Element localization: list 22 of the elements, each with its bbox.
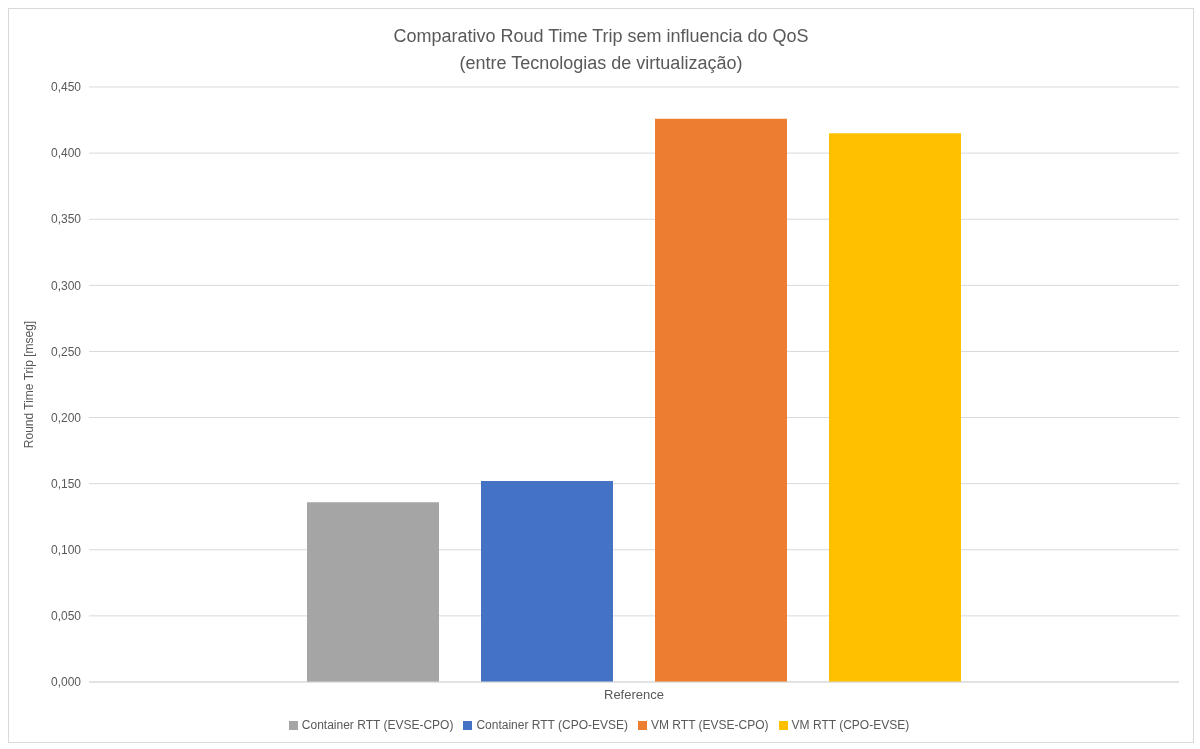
y-axis-title: Round Time Trip [mseg] (22, 320, 37, 449)
y-tick-label: 0,150 (50, 476, 82, 491)
x-tick-label: Reference (604, 687, 664, 703)
y-tick-label: 0,450 (50, 80, 82, 95)
chart-subtitle: (entre Tecnologias de virtualização) (458, 52, 744, 75)
y-tick-label: 0,400 (50, 146, 82, 161)
legend-label: Container RTT (CPO-EVSE) (476, 718, 629, 732)
chart-title: Comparativo Roud Time Trip sem influencia do QoS (392, 25, 810, 48)
legend-label: Container RTT (EVSE-CPO) (301, 718, 454, 732)
legend-label: VM RTT (CPO-EVSE) (791, 718, 910, 732)
y-tick-label: 0,300 (50, 278, 82, 293)
y-tick-label: 0,000 (50, 675, 82, 690)
bar (481, 481, 613, 682)
legend-label: VM RTT (EVSE-CPO) (651, 718, 769, 732)
bar (655, 118, 787, 682)
y-tick-label: 0,100 (50, 543, 82, 558)
y-tick-label: 0,050 (50, 609, 82, 624)
bar (829, 133, 961, 682)
y-tick-label: 0,250 (50, 344, 82, 359)
bar (307, 502, 439, 682)
y-tick-label: 0,200 (50, 410, 82, 425)
y-tick-label: 0,350 (50, 212, 82, 227)
